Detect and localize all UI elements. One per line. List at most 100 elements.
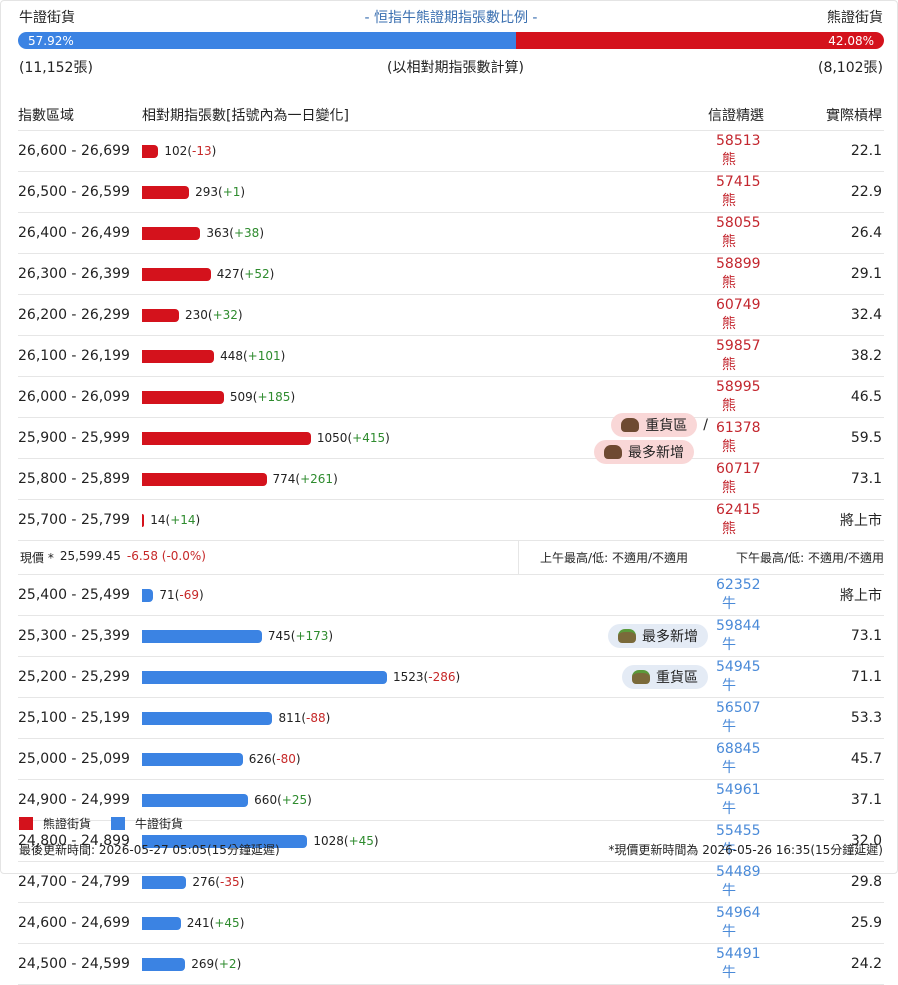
count-bar [142,185,190,199]
count-change: -35 [215,875,244,889]
column-header: 指數區域 [18,107,74,124]
count-bar [142,711,273,725]
index-range: 25,800 - 25,899 [18,471,130,487]
index-range: 26,500 - 26,599 [18,184,130,200]
leverage: 73.1 [850,628,882,644]
leverage: 45.7 [850,751,882,767]
count-bar [142,267,211,281]
kind: 熊 [722,357,736,373]
code: 60717 [716,461,761,477]
tag-line: 重貨區 [622,665,708,689]
index-range: 24,600 - 24,699 [18,915,130,931]
index-range: 25,300 - 25,399 [18,628,130,644]
leverage: 將上市 [840,588,882,604]
code: 58513 [716,133,761,149]
warrant-code: 60717 熊 [708,461,780,497]
count-value: 745 [267,629,291,643]
count-value: 774 [272,472,296,486]
table-row: 26,500 - 26,599 293+1 57415 熊 22.9 [18,172,884,213]
leverage: 26.4 [850,225,882,241]
count-cell: 14+14 [142,509,708,531]
table-row: 25,100 - 25,199 811-88 56507 牛 53.3 [18,698,884,739]
tag-separator: / [703,416,708,433]
count-cell: 71-69 [142,584,708,606]
code: 62352 [716,577,761,593]
count-change: +25 [277,793,312,807]
pm-range: 下午最高/低: 不適用/不適用 [736,551,884,565]
kind: 熊 [722,521,736,537]
warrant-code: 54489 牛 [708,864,780,900]
count-bar [142,957,186,971]
title: - 恒指牛熊證期指張數比例 - [364,10,538,26]
bull-rows: 25,400 - 25,499 71-69 62352 牛 將上市 25,300 - 25… [18,575,884,985]
count-bar [142,308,179,322]
bull-heading: 牛證街貨 [19,10,75,26]
count-change: +32 [208,308,243,322]
warrant-code: 68845 牛 [708,741,780,777]
ratio-bar: 57.92% 42.08% [18,32,884,49]
table-row: 26,000 - 26,099 509+185 58995 熊 46.5 [18,377,884,418]
count-cell: 427+52 [142,263,708,285]
table-row: 25,300 - 25,399 745+173 最多新增 59844 牛 73.1 [18,616,884,657]
leverage: 32.4 [850,307,882,323]
leverage: 25.9 [850,915,882,931]
tag-icon [632,670,650,684]
count-change: +173 [291,629,333,643]
code: 54945 [716,659,761,675]
leverage: 73.1 [850,471,882,487]
bull-ratio: 57.92% [18,32,517,49]
legend: 熊證街貨 牛證街貨 [19,815,183,832]
warrant-code: 61378 熊 [708,420,780,456]
count-value: 811 [278,711,302,725]
bear-rows: 26,600 - 26,699 102-13 58513 熊 22.1 26,500 - … [18,131,884,541]
legend-label: 熊證街貨 [43,817,92,831]
count-bar [142,144,159,158]
bear-ratio: 42.08% [516,32,884,49]
kind: 牛 [722,801,736,817]
leverage: 將上市 [840,513,882,529]
legend-label: 牛證街貨 [135,817,184,831]
table-row: 24,600 - 24,699 241+45 54964 牛 25.9 [18,903,884,944]
table-row: 26,300 - 26,399 427+52 58899 熊 29.1 [18,254,884,295]
count-change: +185 [253,390,295,404]
table-row: 24,500 - 24,599 269+2 54491 牛 24.2 [18,944,884,985]
table-row: 26,600 - 26,699 102-13 58513 熊 22.1 [18,131,884,172]
count-value: 14 [150,513,166,527]
count-value: 71 [159,588,175,602]
kind: 牛 [722,637,736,653]
warrant-code: 54964 牛 [708,905,780,941]
code: 54489 [716,864,761,880]
index-range: 25,900 - 25,999 [18,430,130,446]
legend-swatch [111,817,126,830]
column-header: 相對期指張數[括號內為一日變化] [142,107,349,124]
table-row: 26,100 - 26,199 448+101 59857 熊 38.2 [18,336,884,377]
count-change: -80 [272,752,301,766]
count-cell: 448+101 [142,345,708,367]
tag-label: 重貨區 [656,670,698,686]
tag: 最多新增 [594,439,694,464]
code: 54961 [716,782,761,798]
kind: 牛 [722,596,736,612]
count-value: 448 [220,349,243,363]
count-change: +101 [243,349,285,363]
count-bar [142,588,154,602]
count-value: 230 [184,308,208,322]
count-value: 269 [191,957,215,971]
kind: 牛 [722,924,736,940]
count-bar [142,916,181,930]
index-range: 26,000 - 26,099 [18,389,130,405]
table-row: 24,900 - 24,999 660+25 54961 牛 37.1 [18,780,884,821]
count-change: +1 [218,185,245,199]
table-row: 25,900 - 25,999 1050+415 重貨區 / 最多新增 61378 熊 59.… [18,412,884,464]
count-bar [142,670,387,684]
column-header: 實際槓桿 [826,107,882,124]
count-cell: 774+261 [142,468,708,490]
code: 60749 [716,297,761,313]
index-range: 26,600 - 26,699 [18,143,130,159]
count-bar [142,513,145,527]
count-cell: 811-88 [142,707,708,729]
warrant-code: 54491 牛 [708,946,780,982]
index-range: 26,100 - 26,199 [18,348,130,364]
count-change: +38 [229,226,264,240]
kind: 熊 [722,439,736,455]
